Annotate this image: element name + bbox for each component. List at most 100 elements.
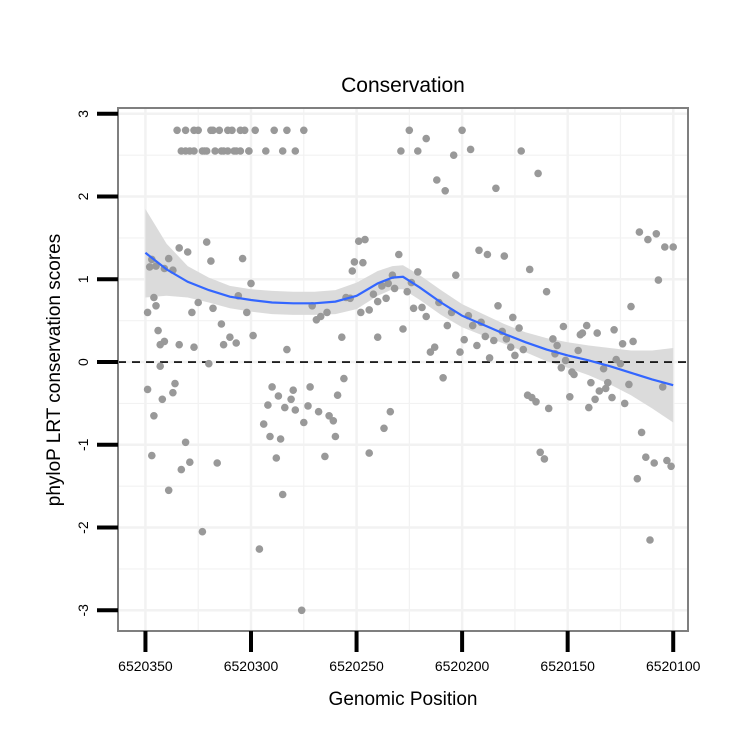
data-point — [190, 343, 198, 352]
data-point — [661, 243, 669, 251]
data-point — [251, 126, 259, 135]
data-point — [211, 147, 219, 155]
data-point — [338, 333, 346, 342]
y-tick-label: -1 — [75, 438, 91, 451]
data-point — [658, 383, 667, 391]
data-point — [405, 126, 414, 135]
data-point — [574, 346, 582, 355]
x-axis-ticks: 6520350 6520300 6520250 6520200 6520150 65201… — [118, 631, 701, 674]
data-point — [380, 424, 388, 433]
data-point — [511, 351, 519, 360]
data-point — [177, 147, 186, 155]
data-point — [544, 404, 553, 413]
data-point — [403, 287, 412, 296]
y-tick-label: 2 — [75, 192, 91, 200]
data-point — [625, 380, 633, 389]
data-point — [357, 308, 365, 317]
data-point — [291, 406, 300, 414]
data-point — [534, 169, 542, 178]
data-point — [194, 126, 202, 135]
data-point — [300, 126, 308, 135]
data-point — [608, 393, 616, 402]
data-point — [669, 243, 677, 251]
data-point — [171, 379, 179, 388]
data-point — [181, 438, 190, 447]
data-point — [255, 545, 264, 553]
data-point — [175, 340, 183, 349]
data-point — [663, 456, 671, 465]
data-point — [395, 250, 403, 259]
y-tick-label: -2 — [75, 521, 91, 534]
data-point — [177, 465, 186, 474]
data-point — [633, 474, 642, 483]
chart-title: Conservation — [341, 74, 465, 97]
data-point — [287, 395, 295, 404]
data-point — [481, 332, 490, 341]
data-point — [650, 459, 658, 467]
data-point — [183, 248, 192, 256]
data-point — [644, 235, 652, 244]
data-point — [414, 147, 422, 155]
data-point — [452, 271, 460, 280]
data-point — [316, 312, 325, 321]
data-point — [652, 230, 661, 238]
data-point — [382, 294, 390, 303]
data-point — [439, 374, 447, 382]
data-point — [525, 265, 534, 274]
data-point — [207, 126, 215, 135]
data-point — [198, 527, 207, 536]
data-point — [175, 244, 183, 252]
data-point — [378, 282, 386, 290]
data-point — [232, 339, 240, 347]
data-point — [618, 340, 627, 348]
data-point — [143, 385, 152, 394]
data-point — [152, 262, 160, 270]
data-point — [213, 459, 221, 467]
data-point — [278, 147, 287, 155]
x-tick-label: 6520100 — [646, 658, 701, 674]
y-tick-label: 1 — [75, 275, 91, 283]
data-point — [576, 330, 585, 339]
data-point — [568, 368, 576, 376]
data-point — [240, 126, 249, 135]
data-point — [629, 337, 637, 346]
data-point — [325, 412, 333, 420]
data-point — [348, 267, 357, 275]
data-point — [492, 184, 500, 193]
data-point — [306, 383, 314, 391]
data-point — [599, 364, 608, 373]
y-axis-title: phyloP LRT conservation scores — [44, 234, 65, 507]
data-point — [460, 335, 469, 344]
data-point — [164, 486, 173, 495]
data-point — [186, 458, 194, 467]
data-point — [506, 343, 515, 352]
data-point — [143, 308, 152, 317]
data-point — [224, 147, 232, 155]
data-point — [559, 322, 568, 331]
data-point — [202, 238, 211, 246]
data-point — [190, 147, 198, 155]
data-point — [321, 452, 329, 461]
data-point — [205, 359, 213, 368]
data-point — [207, 257, 215, 265]
data-point — [654, 276, 663, 284]
data-point — [226, 333, 234, 342]
data-point — [359, 258, 367, 267]
data-point — [148, 451, 156, 460]
data-point — [329, 417, 338, 425]
data-point — [557, 364, 566, 372]
data-point — [283, 126, 291, 135]
data-point — [300, 418, 308, 427]
data-point — [156, 362, 164, 371]
data-point — [262, 147, 270, 155]
data-point — [646, 536, 654, 544]
data-point — [582, 321, 591, 330]
data-point — [549, 335, 557, 343]
data-point — [283, 345, 291, 354]
data-point — [373, 297, 382, 306]
smooth-fit-line — [144, 251, 674, 387]
data-point — [259, 420, 268, 428]
data-point — [181, 126, 190, 135]
data-point — [386, 407, 395, 416]
